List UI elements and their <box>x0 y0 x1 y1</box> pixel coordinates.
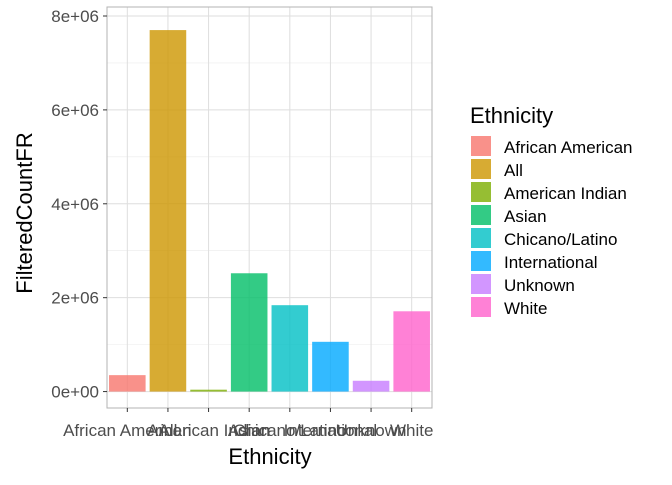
x-tick-label: All <box>158 421 177 440</box>
bar-american-indian <box>190 389 227 392</box>
legend-swatch <box>471 182 491 202</box>
legend-label: Chicano/Latino <box>504 230 617 249</box>
legend-title: Ethnicity <box>470 103 553 128</box>
x-tick-label: Unknown <box>336 421 407 440</box>
y-axis-title: FilteredCountFR <box>12 132 37 293</box>
legend-label: African American <box>504 138 633 157</box>
legend-swatch <box>471 205 491 225</box>
legend-swatch <box>471 297 491 317</box>
legend-swatch <box>471 159 491 179</box>
bar-chicano-latino <box>271 305 309 392</box>
x-tick-label: Chicano/Latino <box>233 421 346 440</box>
y-tick-label: 8e+06 <box>51 7 99 26</box>
legend: Ethnicity African American All American In… <box>470 103 633 318</box>
axes: 0e+00 2e+06 4e+06 6e+06 8e+06 African America… <box>51 7 433 440</box>
legend-label: White <box>504 299 547 318</box>
x-tick-label: International <box>284 421 378 440</box>
bar-unknown <box>352 380 390 392</box>
legend-label: Unknown <box>504 276 575 295</box>
legend-swatch <box>471 251 491 271</box>
x-axis-title: Ethnicity <box>228 444 311 469</box>
bar-asian <box>230 273 268 392</box>
x-tick-label: Asian <box>228 421 271 440</box>
bar-all <box>149 30 187 392</box>
x-tick-label: White <box>390 421 433 440</box>
bar-white <box>393 311 430 392</box>
legend-items: African American All American Indian Asian C… <box>471 136 633 318</box>
bar-african-american <box>109 375 146 392</box>
legend-label: Asian <box>504 207 547 226</box>
bar-international <box>312 341 349 392</box>
y-tick-label: 2e+06 <box>51 289 99 308</box>
y-tick-label: 6e+06 <box>51 101 99 120</box>
legend-swatch <box>471 228 491 248</box>
legend-label: American Indian <box>504 184 627 203</box>
plot-panel-border <box>106 6 433 409</box>
x-tick-label: American Indian <box>147 421 270 440</box>
x-tick-label: African American <box>63 421 192 440</box>
bars <box>109 30 430 392</box>
legend-label: International <box>504 253 598 272</box>
y-tick-label: 0e+00 <box>51 383 99 402</box>
legend-swatch <box>471 136 491 156</box>
legend-label: All <box>504 161 523 180</box>
legend-swatch <box>471 274 491 294</box>
y-tick-label: 4e+06 <box>51 195 99 214</box>
